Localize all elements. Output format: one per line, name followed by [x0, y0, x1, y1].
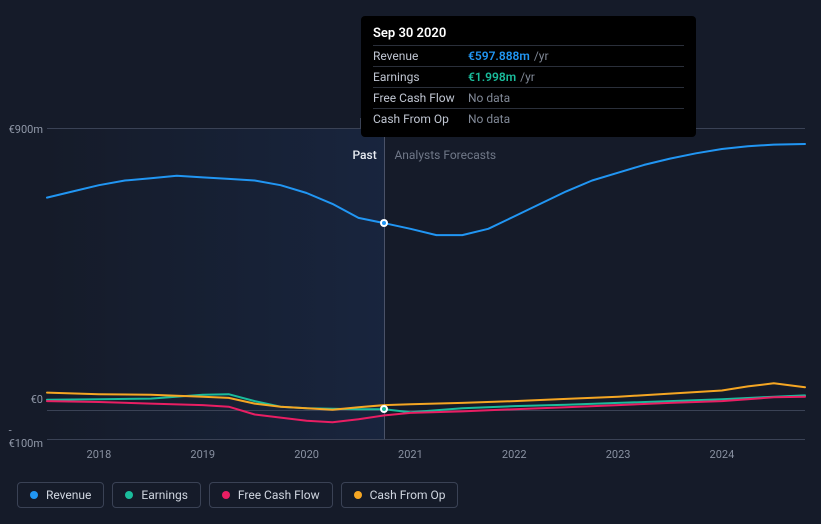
tooltip-row-label: Earnings	[373, 70, 468, 84]
legend-label: Free Cash Flow	[238, 488, 320, 502]
tooltip-row: Cash From OpNo data	[373, 108, 684, 129]
x-tick-label: 2018	[87, 448, 112, 461]
x-tick-label: 2021	[398, 448, 423, 461]
legend-swatch	[354, 491, 362, 499]
series-lines	[47, 129, 805, 441]
y-tick-label: €0	[31, 393, 43, 406]
y-tick-label: -€100m	[9, 424, 43, 450]
tooltip-row-unit: /yr	[534, 49, 549, 63]
x-tick-label: 2019	[190, 448, 215, 461]
highlight-marker	[380, 219, 388, 227]
tooltip-row-value: €1.998m	[468, 70, 516, 84]
x-tick-label: 2022	[502, 448, 527, 461]
legend-swatch	[125, 491, 133, 499]
tooltip-row: Free Cash FlowNo data	[373, 87, 684, 108]
plot-area[interactable]	[47, 128, 805, 440]
legend-swatch	[30, 491, 38, 499]
series-cfo	[47, 383, 805, 410]
x-tick-label: 2020	[294, 448, 319, 461]
tooltip-row: Earnings€1.998m/yr	[373, 66, 684, 87]
tooltip-row-nodata: No data	[468, 91, 510, 105]
tooltip-row-label: Cash From Op	[373, 112, 468, 126]
chart-legend: Revenue Earnings Free Cash Flow Cash From O…	[17, 482, 458, 508]
legend-label: Earnings	[141, 488, 188, 502]
financials-chart: €900m €0 -€100m	[17, 128, 805, 440]
tooltip-row: Revenue€597.888m/yr	[373, 45, 684, 66]
legend-label: Revenue	[46, 488, 91, 502]
tooltip-row-label: Free Cash Flow	[373, 91, 468, 105]
tooltip-row-value: €597.888m	[468, 49, 530, 63]
legend-swatch	[222, 491, 230, 499]
legend-item-cfo[interactable]: Cash From Op	[341, 482, 459, 508]
y-tick-label: €900m	[9, 123, 43, 136]
tooltip-row-label: Revenue	[373, 49, 468, 63]
forecast-label: Analysts Forecasts	[394, 148, 496, 162]
x-tick-label: 2024	[710, 448, 735, 461]
past-label: Past	[352, 148, 376, 162]
x-tick-label: 2023	[606, 448, 631, 461]
highlight-marker	[380, 405, 388, 413]
legend-item-earnings[interactable]: Earnings	[112, 482, 201, 508]
tooltip-row-nodata: No data	[468, 112, 510, 126]
tooltip-row-unit: /yr	[520, 70, 535, 84]
legend-item-revenue[interactable]: Revenue	[17, 482, 104, 508]
legend-label: Cash From Op	[370, 488, 446, 502]
legend-item-fcf[interactable]: Free Cash Flow	[209, 482, 333, 508]
chart-tooltip: Sep 30 2020 Revenue€597.888m/yrEarnings€…	[361, 16, 696, 137]
tooltip-date: Sep 30 2020	[373, 26, 684, 45]
